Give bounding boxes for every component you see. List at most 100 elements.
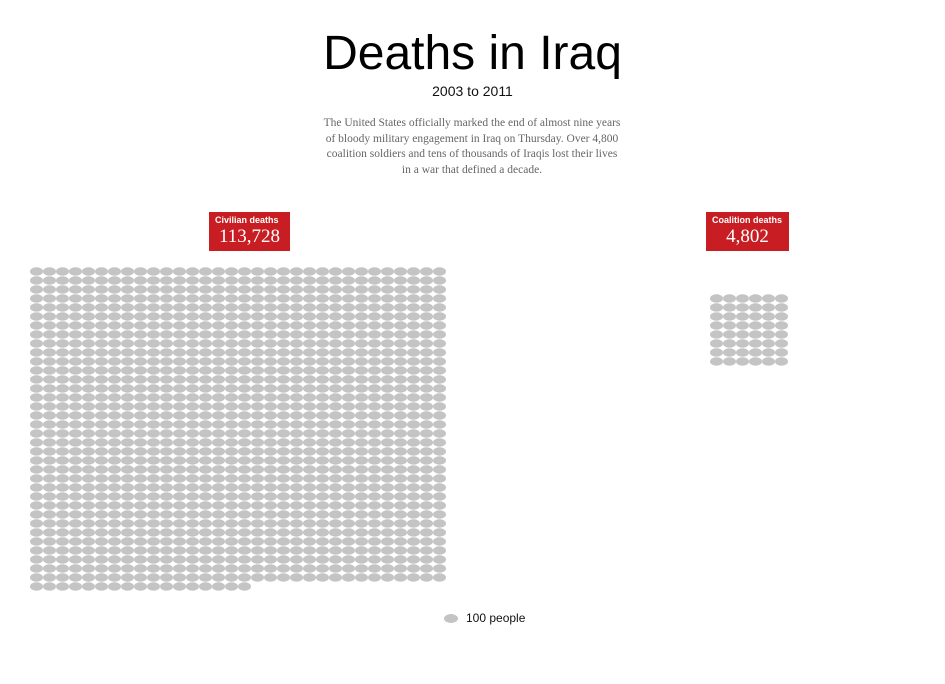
civilian-death-dot [394,402,407,411]
civilian-death-dot [433,474,446,483]
civilian-death-dot [355,573,368,582]
civilian-death-dot [69,429,82,438]
civilian-death-dot [290,330,303,339]
civilian-death-dot [264,501,277,510]
civilian-death-dot [43,402,56,411]
civilian-death-dot [121,393,134,402]
civilian-death-dot [121,402,134,411]
civilian-death-dot [160,294,173,303]
civilian-death-dot [316,546,329,555]
civilian-death-dot [186,474,199,483]
civilian-death-dot [212,330,225,339]
civilian-death-dot [56,303,69,312]
civilian-death-dot [290,366,303,375]
civilian-death-dot [433,375,446,384]
civilian-death-dot [225,465,238,474]
civilian-death-dot [225,537,238,546]
civilian-death-dot [368,429,381,438]
civilian-death-dot [277,438,290,447]
civilian-death-dot [95,555,108,564]
civilian-death-dot [264,303,277,312]
civilian-death-dot [368,267,381,276]
civilian-death-dot [108,501,121,510]
civilian-death-dot [368,537,381,546]
civilian-death-dot [290,465,303,474]
civilian-death-dot [56,366,69,375]
civilian-death-dot [43,375,56,384]
civilian-death-dot [30,294,43,303]
civilian-death-dot [186,537,199,546]
civilian-death-dot [160,303,173,312]
civilian-death-dot [381,555,394,564]
civilian-death-dot [368,501,381,510]
civilian-death-dot [121,492,134,501]
civilian-death-dot [238,483,251,492]
civilian-death-dot [56,546,69,555]
civilian-death-dot [199,276,212,285]
civilian-death-dot [160,582,173,591]
civilian-death-dot [199,465,212,474]
civilian-death-dot [316,429,329,438]
civilian-death-dot [199,456,212,465]
civilian-death-dot [329,474,342,483]
civilian-death-dot [30,366,43,375]
civilian-death-dot [407,447,420,456]
civilian-death-dot [303,438,316,447]
civilian-death-dot [329,330,342,339]
civilian-death-dot [238,582,251,591]
civilian-death-dot [264,537,277,546]
civilian-death-dot [420,528,433,537]
civilian-death-dot [186,411,199,420]
civilian-death-dot [173,465,186,474]
civilian-death-dot [329,339,342,348]
civilian-death-dot [433,564,446,573]
civilian-death-dot [368,366,381,375]
civilian-death-dot [43,456,56,465]
civilian-death-dot [264,474,277,483]
civilian-death-dot [82,474,95,483]
civilian-death-dot [225,483,238,492]
civilian-death-dot [277,321,290,330]
legend-label: 100 people [466,611,526,625]
civilian-death-dot [212,582,225,591]
civilian-death-dot [30,456,43,465]
civilian-death-dot [147,438,160,447]
civilian-death-dot [212,492,225,501]
civilian-death-dot [147,582,160,591]
civilian-death-dot [160,384,173,393]
civilian-death-dot [56,447,69,456]
civilian-death-dot [95,294,108,303]
civilian-death-dot [290,339,303,348]
civilian-death-dot [381,429,394,438]
civilian-death-dot [225,474,238,483]
civilian-death-dot [82,330,95,339]
civilian-death-dot [277,537,290,546]
civilian-death-dot [30,492,43,501]
civilian-death-dot [277,510,290,519]
civilian-death-dot [173,573,186,582]
civilian-death-dot [368,411,381,420]
civilian-death-dot [134,375,147,384]
civilian-death-dot [121,438,134,447]
civilian-death-dot [355,276,368,285]
civilian-death-dot [82,564,95,573]
civilian-death-dot [368,465,381,474]
civilian-death-dot [433,519,446,528]
civilian-death-dot [160,546,173,555]
civilian-death-dot [43,465,56,474]
civilian-death-dot [82,420,95,429]
civilian-death-dot [277,456,290,465]
civilian-death-dot [160,285,173,294]
civilian-death-dot [238,492,251,501]
civilian-death-dot [173,330,186,339]
civilian-death-dot [69,555,82,564]
civilian-death-dot [355,375,368,384]
civilian-death-dot [407,510,420,519]
civilian-death-dot [407,276,420,285]
civilian-death-dot [381,285,394,294]
civilian-death-dot [342,420,355,429]
civilian-death-dot [420,393,433,402]
civilian-death-dot [199,321,212,330]
civilian-death-dot [316,330,329,339]
civilian-death-dot [186,366,199,375]
